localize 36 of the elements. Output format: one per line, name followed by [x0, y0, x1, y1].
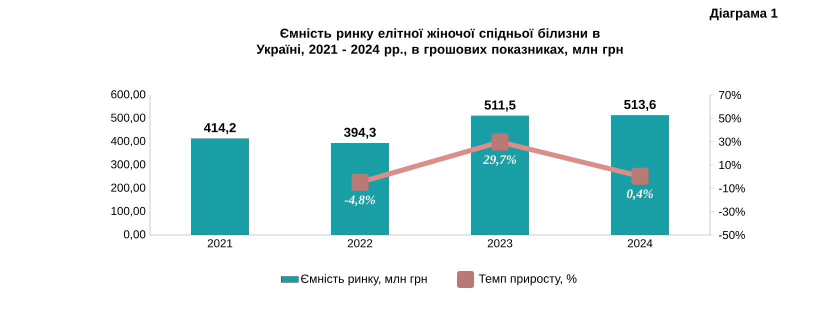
- data-label: 0,4%: [626, 189, 653, 200]
- data-label: 394,3: [344, 128, 376, 139]
- x-tick-label: 2024: [628, 239, 652, 248]
- point: [632, 168, 649, 185]
- data-label: -4,8%: [344, 195, 376, 206]
- bar: [611, 115, 670, 235]
- point: [492, 134, 509, 151]
- data-label: 414,2: [204, 123, 236, 134]
- legend-label: Темп приросту, %: [478, 274, 577, 286]
- y-tick-label: 200,00: [111, 184, 146, 194]
- y-tick-label: 0,00: [124, 230, 146, 240]
- x-tick-label: 2023: [488, 239, 512, 248]
- bar: [331, 143, 390, 235]
- legend-label: Ємність ринку, млн грн: [301, 274, 427, 286]
- y2-tick-label: 30%: [718, 138, 742, 146]
- y-tick-label: 500,00: [111, 114, 146, 124]
- y2-tick-label: -50%: [718, 230, 745, 240]
- y2-tick-label: -10%: [718, 184, 745, 192]
- x-tick-label: 2022: [348, 239, 372, 248]
- chart-title: Ємність ринку елітної жіночої спідньої білизни в Україні, 2021 - 2024 рр., в грошових показниках, млн грн: [256, 28, 623, 56]
- y-tick-label: 100,00: [112, 206, 146, 216]
- y-tick-label: 300,00: [111, 160, 146, 170]
- point: [352, 174, 369, 191]
- y2-tick-label: 50%: [718, 114, 742, 122]
- text: Діаграма 1: [710, 8, 778, 20]
- data-label: 513,6: [624, 100, 656, 111]
- y2-tick-label: 70%: [719, 90, 742, 100]
- y2-tick-label: 10%: [719, 160, 742, 170]
- y-tick-label: 400,00: [110, 136, 146, 146]
- y2-tick-label: -30%: [718, 208, 745, 216]
- bar: [471, 116, 529, 235]
- y-tick-label: 600,00: [111, 90, 146, 100]
- data-label: 29,7%: [483, 155, 516, 166]
- x-tick-label: 2021: [208, 239, 232, 248]
- bar: [191, 138, 249, 235]
- data-label: 511,5: [484, 100, 516, 112]
